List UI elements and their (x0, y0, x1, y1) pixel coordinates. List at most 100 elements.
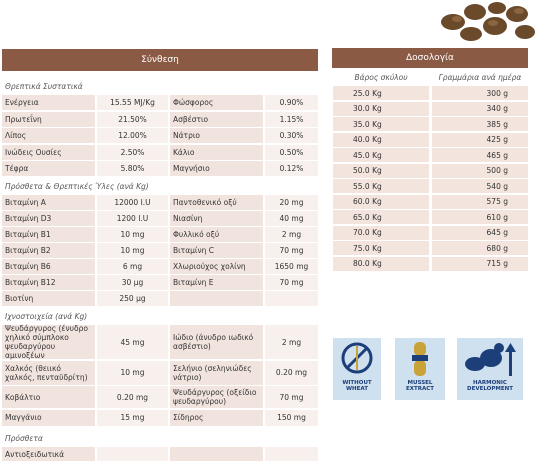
grams-cell: 610 g (432, 210, 528, 224)
value-cell: 45 mg (97, 325, 168, 359)
grams-cell: 465 g (432, 148, 528, 162)
weight-cell: 45.0 Kg (333, 148, 429, 162)
value-cell: 5.80% (97, 161, 168, 176)
label-cell: Ασβέστιο (170, 111, 263, 127)
value-cell: 0.20 mg (97, 386, 168, 408)
weight-cell: 70.0 Kg (333, 225, 429, 240)
value-cell: 2 mg (265, 227, 318, 242)
label-cell: Βιοτίνη (2, 291, 95, 306)
value-cell (265, 291, 318, 306)
badge: WITHOUT WHEAT (333, 338, 381, 400)
label-cell: Σίδηρος (170, 409, 263, 426)
grams-cell: 680 g (432, 241, 528, 255)
value-cell: 70 mg (265, 275, 318, 290)
label-cell: Βιταμίνη Α (2, 195, 95, 210)
label-cell: Μαγγάνιο (2, 409, 95, 426)
label-cell: Βιταμίνη Β6 (2, 259, 95, 274)
grams-cell: 575 g (432, 194, 528, 209)
weight-cell: 30.0 Kg (333, 101, 429, 116)
label-cell: Ψευδάργυρος (οξείδιο ψευδαργύρου) (170, 386, 263, 408)
label-cell: Βιταμίνη Β12 (2, 275, 95, 290)
weight-cell: 60.0 Kg (333, 194, 429, 209)
label-cell: Βιταμίνη Β2 (2, 243, 95, 258)
label-cell: Φώσφορος (170, 95, 263, 110)
weight-cell: 25.0 Kg (333, 86, 429, 100)
kibble-image (441, 2, 535, 41)
label-cell: Φυλλικό οξύ (170, 227, 263, 242)
value-cell: 1200 I.U (97, 211, 168, 226)
label-cell: Σελήνιο (σεληνιώδες νάτριο) (170, 360, 263, 385)
value-cell: 20 mg (265, 195, 318, 210)
value-cell: 2 mg (265, 325, 318, 359)
label-cell: Ιώδιο (άνυδρο ιωδικό ασβέστιο) (170, 325, 263, 359)
label-cell: Μαγνήσιο (170, 161, 263, 176)
label-cell: Βιταμίνη D3 (2, 211, 95, 226)
grams-cell: 540 g (432, 179, 528, 193)
label-cell (170, 291, 263, 306)
value-cell: 6 mg (97, 259, 168, 274)
badge-label: WITHOUT WHEAT (342, 380, 372, 392)
column-header: Γραμμάρια ανά ημέρα (438, 72, 522, 82)
value-cell: 12.00% (97, 128, 168, 143)
label-cell: Αντιοξειδωτικά (2, 447, 95, 461)
weight-cell: 55.0 Kg (333, 179, 429, 193)
value-cell: 30 μg (97, 275, 168, 290)
label-cell: Ψευδάργυρος (ένυδρο χηλικό σύμπλοκο ψευδ… (2, 324, 95, 360)
section-title: Πρόσθετα (5, 433, 43, 443)
value-cell: 150 mg (265, 409, 318, 426)
grams-cell: 500 g (432, 163, 528, 178)
value-cell: 1.15% (265, 111, 318, 127)
badge: MUSSEL EXTRACT (395, 338, 445, 400)
weight-cell: 75.0 Kg (333, 241, 429, 255)
weight-cell: 65.0 Kg (333, 210, 429, 224)
section-title: Θρεπτικά Συστατικά (5, 81, 83, 91)
grams-cell: 715 g (432, 256, 528, 271)
label-cell: Ενέργεια (2, 95, 95, 110)
section-title: Πρόσθετα & Θρεπτικές Ύλες (ανά Kg) (5, 181, 149, 191)
weight-cell: 40.0 Kg (333, 132, 429, 147)
value-cell: 15.55 MJ/Kg (97, 95, 168, 110)
column-header: Βάρος σκύλου (354, 72, 408, 82)
value-cell: 21.50% (97, 111, 168, 127)
value-cell: 0.12% (265, 161, 318, 176)
badge-label: HARMONIC DEVELOPMENT (467, 380, 513, 392)
label-cell: Πρωτεΐνη (2, 111, 95, 127)
weight-cell: 35.0 Kg (333, 117, 429, 131)
value-cell: 70 mg (265, 243, 318, 258)
label-cell: Χαλκός (θειικό χαλκός, πενταϋδρίτη) (2, 360, 95, 385)
section-title: Ιχνοστοιχεία (ανά Kg) (5, 311, 88, 321)
label-cell: Χλωριούχος χολίνη (170, 259, 263, 274)
label-cell: Τέφρα (2, 161, 95, 176)
table-header: Δοσολογία (332, 48, 528, 68)
label-cell (170, 447, 263, 461)
label-cell: Βιταμίνη Β1 (2, 227, 95, 242)
value-cell: 12000 I.U (97, 195, 168, 210)
value-cell: 2.50% (97, 144, 168, 160)
grams-cell: 340 g (432, 101, 528, 116)
value-cell: 10 mg (97, 227, 168, 242)
value-cell: 0.90% (265, 95, 318, 110)
value-cell: 0.20 mg (265, 360, 318, 385)
label-cell: Βιταμίνη Ε (170, 275, 263, 290)
label-cell: Νάτριο (170, 128, 263, 143)
value-cell: 70 mg (265, 386, 318, 408)
value-cell: 15 mg (97, 409, 168, 426)
value-cell: 40 mg (265, 211, 318, 226)
label-cell: Ινώδεις Ουσίες (2, 144, 95, 160)
label-cell: Παντοθενικό οξύ (170, 195, 263, 210)
label-cell: Βιταμίνη C (170, 243, 263, 258)
grams-cell: 425 g (432, 132, 528, 147)
label-cell: Νιασίνη (170, 211, 263, 226)
value-cell: 1650 mg (265, 259, 318, 274)
label-cell: Λίπος (2, 128, 95, 143)
label-cell: Κάλιο (170, 144, 263, 160)
grams-cell: 300 g (432, 86, 528, 100)
label-cell: Κοβάλτιο (2, 386, 95, 408)
value-cell (265, 447, 318, 461)
value-cell: 0.50% (265, 144, 318, 160)
value-cell: 10 mg (97, 360, 168, 385)
badge-label: MUSSEL EXTRACT (405, 380, 435, 392)
weight-cell: 50.0 Kg (333, 163, 429, 178)
weight-cell: 80.0 Kg (333, 256, 429, 271)
